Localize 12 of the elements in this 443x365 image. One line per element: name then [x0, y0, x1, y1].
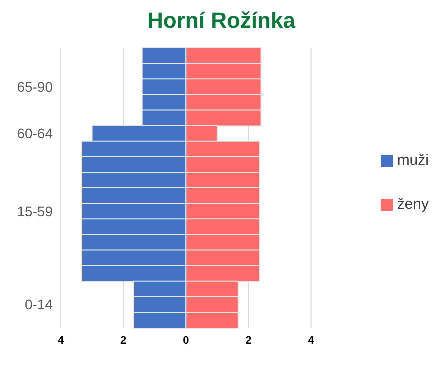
x-tick-label: 0	[183, 334, 190, 347]
x-tick-label: 2	[246, 334, 252, 347]
x-tick-label: 2	[120, 334, 127, 347]
legend-label: ženy	[397, 196, 429, 212]
legend-label: muži	[397, 152, 429, 168]
y-tick-label: 0-14	[24, 296, 54, 313]
x-tick-label: 4	[58, 334, 65, 347]
x-tick-label: 4	[308, 334, 316, 347]
chart-title: Horní Rožínka	[146, 8, 297, 34]
y-tick-label: 15-59	[17, 203, 54, 220]
y-tick-label: 65-90	[17, 78, 54, 95]
y-tick-label: 60-64	[17, 126, 54, 142]
